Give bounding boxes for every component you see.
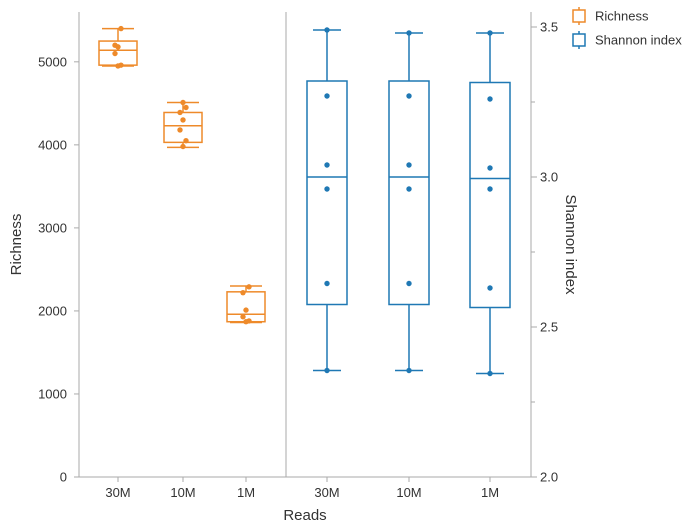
data-point [487,186,493,192]
x-tick-label: 30M [105,485,130,500]
right-tick-label: 2.5 [540,320,558,335]
left-tick-label: 4000 [38,137,67,152]
box-left-10M [163,99,203,150]
box-right-30M [306,27,348,374]
data-point [324,27,330,33]
data-point [324,280,330,287]
left-tick-label: 1000 [38,386,67,401]
left-tick-label: 3000 [38,220,67,235]
plot-frame [78,12,532,478]
box-iqr [226,291,266,323]
box-left-30M [98,25,138,69]
legend-label: Richness [595,9,649,24]
x-tick-label: 10M [170,485,195,500]
left-tick-label: 0 [60,470,67,485]
data-point [487,96,493,102]
data-point [406,30,412,36]
box-left-1M [226,284,266,325]
data-point [118,25,124,32]
x-tick-label: 10M [396,485,421,500]
data-point [180,143,186,150]
x-tick-label: 30M [314,485,339,500]
data-point [183,104,189,111]
data-point [487,370,493,377]
data-point [243,307,249,313]
x-tick-label: 1M [481,485,499,500]
x-axis-title: Reads [283,507,326,524]
data-point [487,165,493,171]
data-point [487,30,493,36]
box-right-10M [388,30,430,374]
right-tick-label: 3.0 [540,170,558,185]
box-iqr [388,80,430,306]
data-point [406,280,412,287]
data-point [183,138,189,144]
legend-item-richness: Richness [572,7,649,25]
x-tick-label: 1M [237,485,255,500]
data-point [177,127,183,133]
data-point [406,367,412,374]
right-axis: 2.0 2.5 3.0 3.5 [531,20,558,485]
data-point [112,50,118,57]
right-tick-label: 2.0 [540,470,558,485]
left-tick-label: 2000 [38,303,67,318]
data-point [487,285,493,291]
data-point [406,162,412,168]
x-axis: 30M 10M 1M 30M 10M 1M [105,477,499,500]
box-iqr [469,81,511,309]
data-point [324,162,330,168]
legend-swatch [572,33,586,47]
box-right-1M [469,30,511,377]
data-point [118,62,124,68]
box-plots [98,25,511,377]
data-point [406,93,412,99]
left-axis: 0 1000 2000 3000 4000 5000 [38,54,79,485]
legend-item-shannon: Shannon index [572,31,682,49]
data-point [246,284,252,290]
data-point [324,93,330,99]
data-point [324,367,330,374]
data-point [177,109,183,116]
legend-swatch [572,9,586,23]
data-point [180,99,186,106]
left-axis-title: Richness [8,214,25,276]
left-tick-label: 5000 [38,54,67,69]
right-tick-label: 3.5 [540,20,558,35]
data-point [324,186,330,192]
box-iqr [306,80,348,306]
data-point [240,314,246,320]
right-axis-title: Shannon index [562,194,579,295]
data-point [180,117,186,123]
legend: Richness Shannon index [572,7,682,49]
data-point [406,186,412,192]
box-iqr [163,111,203,144]
data-point [112,42,118,48]
data-point [240,289,246,296]
legend-label: Shannon index [595,33,682,48]
data-point [246,318,252,324]
